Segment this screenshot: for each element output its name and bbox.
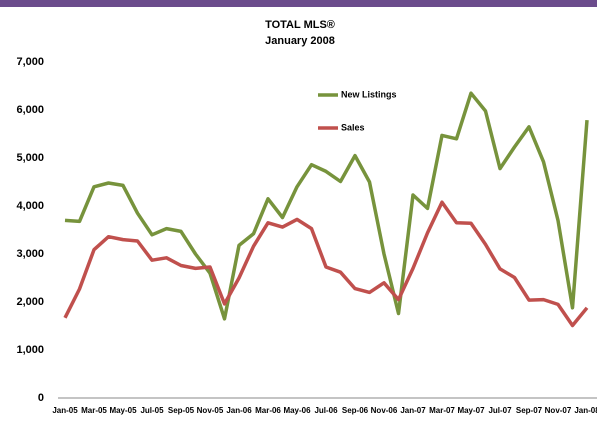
chart-subtitle: January 2008 bbox=[265, 35, 335, 47]
x-tick-label: Jul-05 bbox=[140, 406, 164, 415]
x-tick-label: Nov-06 bbox=[371, 406, 398, 415]
y-tick-label: 7,000 bbox=[16, 56, 44, 68]
x-tick-label: Mar-07 bbox=[429, 406, 455, 415]
series-line bbox=[63, 200, 589, 328]
x-tick-label: Nov-05 bbox=[197, 406, 224, 415]
y-tick-label: 4,000 bbox=[16, 200, 44, 212]
top-bar bbox=[0, 0, 597, 7]
series-line bbox=[64, 91, 589, 321]
x-tick-label: Jan-06 bbox=[226, 406, 252, 415]
y-tick-label: 5,000 bbox=[16, 152, 44, 164]
x-tick-label: Mar-06 bbox=[255, 406, 281, 415]
x-tick-label: May-06 bbox=[283, 406, 311, 415]
x-tick-label: Sep-07 bbox=[516, 406, 543, 415]
x-tick-label: May-05 bbox=[109, 406, 137, 415]
y-tick-label: 3,000 bbox=[16, 248, 44, 260]
x-tick-label: Jan-05 bbox=[52, 406, 78, 415]
x-tick-label: Jul-07 bbox=[488, 406, 512, 415]
x-tick-label: Jan-07 bbox=[400, 406, 426, 415]
x-tick-label: Jan-08 bbox=[574, 406, 597, 415]
chart-title: TOTAL MLS® bbox=[265, 19, 335, 31]
x-tick-label: Jul-06 bbox=[314, 406, 338, 415]
x-tick-label: Sep-06 bbox=[342, 406, 369, 415]
legend-label: Sales bbox=[341, 122, 365, 132]
x-tick-label: Sep-05 bbox=[168, 406, 195, 415]
x-tick-label: May-07 bbox=[457, 406, 485, 415]
y-tick-label: 1,000 bbox=[16, 344, 44, 356]
x-tick-label: Mar-05 bbox=[81, 406, 107, 415]
y-tick-label: 6,000 bbox=[16, 104, 44, 116]
y-tick-label: 2,000 bbox=[16, 296, 44, 308]
y-tick-label: 0 bbox=[38, 392, 44, 404]
legend-label: New Listings bbox=[341, 89, 397, 99]
x-tick-label: Nov-07 bbox=[545, 406, 572, 415]
